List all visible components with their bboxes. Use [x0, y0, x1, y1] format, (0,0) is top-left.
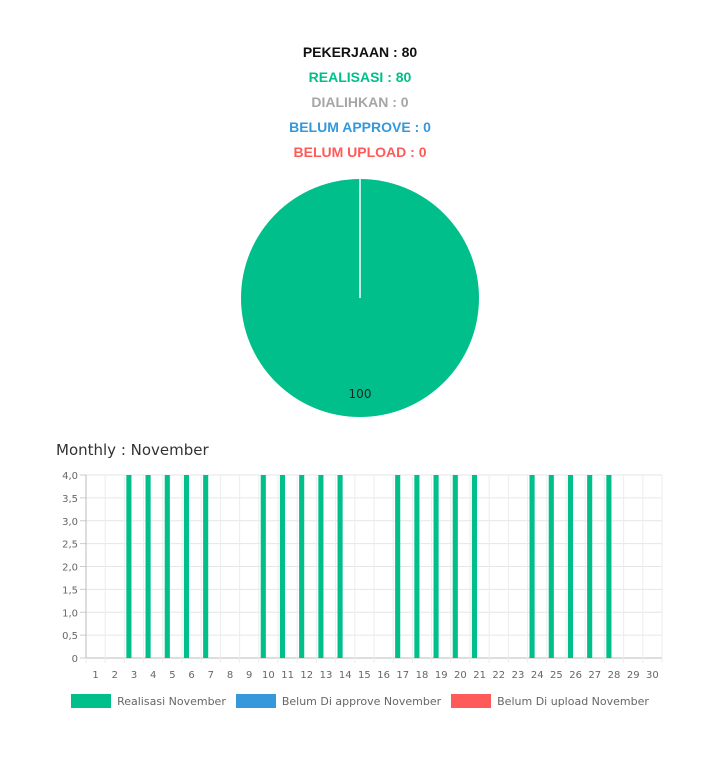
y-tick-label: 0,5 [62, 631, 78, 642]
x-tick-label: 16 [377, 670, 390, 681]
x-tick-label: 10 [262, 670, 275, 681]
bar [164, 475, 170, 658]
bar [433, 475, 439, 658]
y-tick-label: 2,5 [62, 540, 78, 551]
y-tick-label: 3,5 [62, 494, 78, 505]
bar [279, 475, 286, 658]
y-tick-label: 3,0 [62, 517, 78, 528]
x-tick-label: 9 [246, 670, 252, 681]
x-tick-label: 4 [150, 670, 156, 681]
y-tick-label: 0 [72, 654, 78, 665]
x-tick-label: 27 [588, 670, 601, 681]
stat-belum-upload: BELUM UPLOAD : 0 [293, 144, 427, 160]
bar [260, 475, 266, 658]
x-tick-label: 8 [227, 670, 233, 681]
monthly-title: Monthly : November [56, 441, 209, 459]
bar [529, 475, 535, 658]
y-tick-label: 2,0 [62, 563, 78, 574]
x-tick-label: 7 [208, 670, 214, 681]
x-tick-label: 25 [550, 670, 563, 681]
x-tick-label: 21 [473, 670, 486, 681]
x-tick-label: 28 [608, 670, 621, 681]
x-tick-label: 11 [281, 670, 294, 681]
bar [606, 475, 612, 658]
bar [337, 475, 343, 658]
bar [318, 475, 324, 658]
bar [414, 475, 420, 658]
x-tick-label: 29 [627, 670, 640, 681]
bar [548, 475, 554, 658]
pie-data-label: 100 [349, 387, 372, 401]
bar [183, 475, 190, 658]
x-tick-label: 30 [646, 670, 659, 681]
x-tick-label: 14 [339, 670, 352, 681]
x-tick-label: 17 [396, 670, 409, 681]
x-tick-label: 3 [131, 670, 137, 681]
stat-belum-approve: BELUM APPROVE : 0 [289, 119, 431, 135]
bar-chart: 00,51,01,52,02,53,03,54,01 2 3 4 5 6 7 8 9 10 11 12… [62, 471, 663, 681]
bar [567, 475, 574, 658]
pie-chart: 100 [241, 179, 479, 417]
bar [452, 475, 458, 658]
x-tick-label: 1 [92, 670, 98, 681]
x-tick-label: 20 [454, 670, 467, 681]
x-tick-label: 23 [512, 670, 525, 681]
chart-legend: Realisasi November Belum Di approve Nove… [0, 694, 720, 708]
x-tick-label: 6 [188, 670, 194, 681]
summary-stats: PEKERJAAN : 80 REALISASI : 80 DIALIHKAN … [0, 40, 720, 165]
x-tick-label: 13 [320, 670, 333, 681]
stat-dialihkan: DIALIHKAN : 0 [311, 94, 409, 110]
legend-label-belum-upload: Belum Di upload November [497, 694, 649, 708]
legend-swatch-belum-upload [451, 694, 492, 708]
y-tick-label: 1,0 [62, 608, 78, 619]
legend-item-realisasi[interactable]: Realisasi November [71, 694, 226, 708]
y-tick-label: 1,5 [62, 585, 78, 596]
legend-label-belum-approve: Belum Di approve November [281, 694, 442, 708]
bar [395, 475, 401, 658]
x-tick-label: 26 [569, 670, 582, 681]
legend-label-realisasi: Realisasi November [117, 694, 226, 708]
bar [299, 475, 305, 658]
x-tick-label: 22 [492, 670, 505, 681]
legend-item-belum-approve[interactable]: Belum Di approve November [235, 694, 442, 708]
legend-swatch-realisasi [71, 694, 112, 708]
x-tick-label: 15 [358, 670, 371, 681]
bar [587, 475, 593, 658]
y-tick-label: 4,0 [62, 471, 78, 482]
legend-swatch-belum-approve [235, 694, 276, 708]
x-tick-label: 12 [300, 670, 313, 681]
x-tick-label: 24 [531, 670, 544, 681]
x-tick-label: 19 [435, 670, 448, 681]
bar [471, 475, 478, 658]
x-tick-label: 18 [416, 670, 429, 681]
stat-realisasi: REALISASI : 80 [308, 69, 412, 85]
bar [126, 475, 132, 658]
legend-item-belum-upload[interactable]: Belum Di upload November [451, 694, 649, 708]
bar [203, 475, 209, 658]
x-tick-label: 2 [112, 670, 118, 681]
stat-pekerjaan: PEKERJAAN : 80 [302, 44, 418, 60]
bar [145, 475, 151, 658]
x-tick-label: 5 [169, 670, 175, 681]
